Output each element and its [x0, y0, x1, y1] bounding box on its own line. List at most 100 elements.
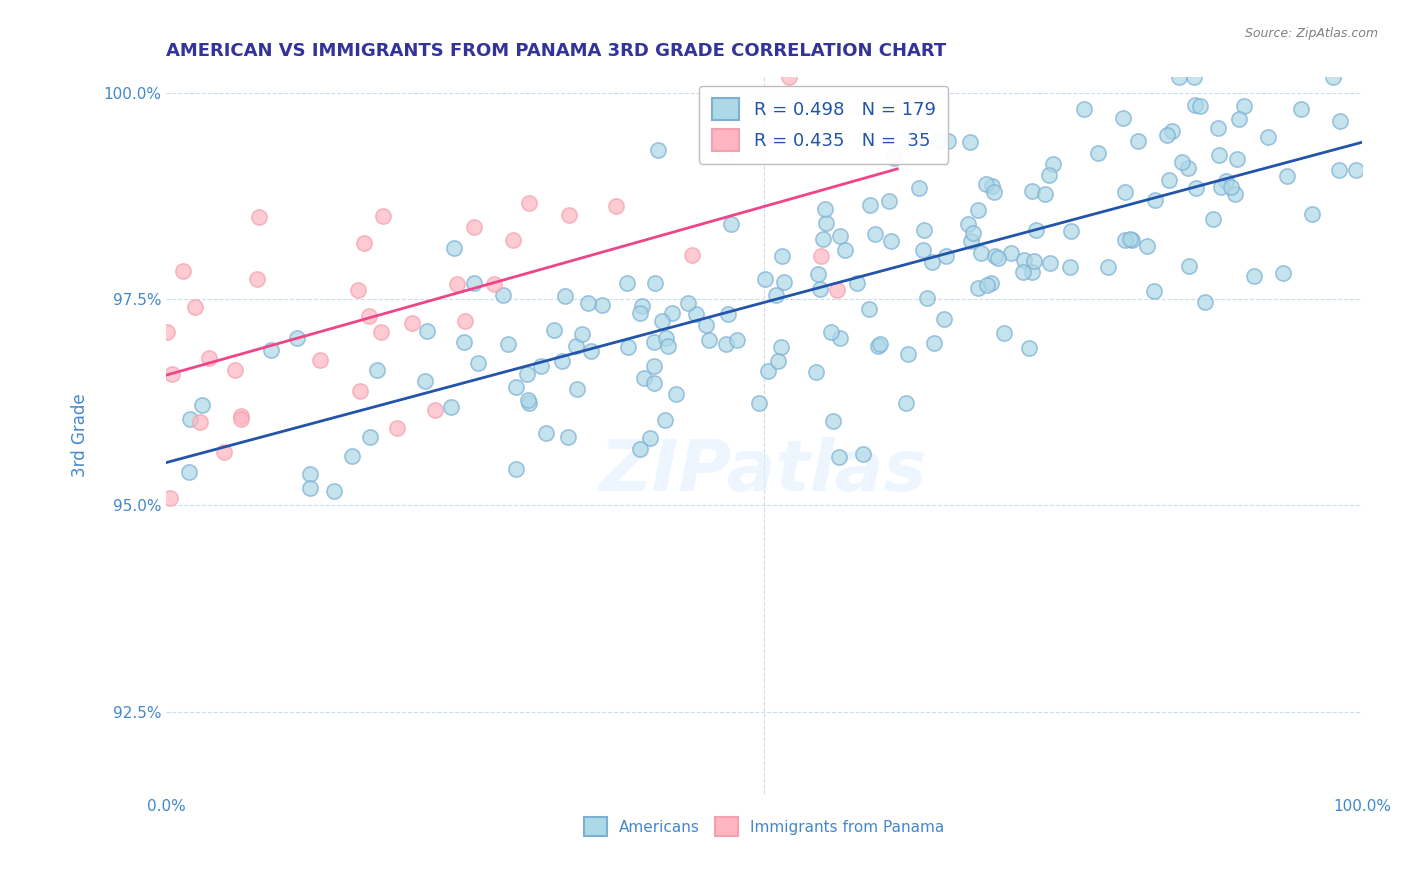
Point [756, 364, 779, 378]
Point [633, 371, 655, 385]
Point [921, 255, 943, 269]
Point [807, 267, 830, 281]
Point [1021, 184, 1043, 198]
Point [1206, 120, 1229, 135]
Point [922, 335, 945, 350]
Point [928, 132, 950, 146]
Point [530, 359, 553, 373]
Text: Source: ZipAtlas.com: Source: ZipAtlas.com [1244, 27, 1378, 40]
Point [631, 299, 654, 313]
Point [936, 135, 959, 149]
Point [416, 325, 439, 339]
Point [536, 426, 558, 441]
Point [828, 450, 851, 464]
Point [699, 334, 721, 348]
Point [859, 198, 882, 212]
Point [224, 362, 246, 376]
Point [1014, 253, 1036, 268]
Point [912, 243, 935, 257]
Point [804, 365, 827, 379]
Text: AMERICAN VS IMMIGRANTS FROM PANAMA 3RD GRADE CORRELATION CHART: AMERICAN VS IMMIGRANTS FROM PANAMA 3RD G… [166, 42, 946, 60]
Point [935, 249, 957, 263]
Point [1156, 128, 1178, 142]
Point [980, 276, 1002, 290]
Point [1329, 114, 1351, 128]
Point [908, 181, 931, 195]
Point [1194, 294, 1216, 309]
Point [349, 384, 371, 398]
Point [866, 339, 889, 353]
Point [665, 387, 688, 401]
Point [993, 326, 1015, 341]
Point [443, 241, 465, 255]
Point [897, 347, 920, 361]
Point [1021, 265, 1043, 279]
Point [815, 216, 838, 230]
Point [717, 307, 740, 321]
Point [1219, 180, 1241, 194]
Point [912, 223, 935, 237]
Point [260, 343, 283, 358]
Point [492, 288, 515, 302]
Point [858, 302, 880, 317]
Point [505, 462, 527, 476]
Point [231, 411, 253, 425]
Point [638, 431, 661, 445]
Point [1022, 254, 1045, 268]
Point [962, 227, 984, 241]
Point [1035, 186, 1057, 201]
Point [1073, 102, 1095, 116]
Point [1144, 193, 1167, 207]
Point [505, 379, 527, 393]
Point [1114, 185, 1136, 199]
Point [628, 442, 651, 457]
Point [651, 314, 673, 328]
Point [846, 276, 869, 290]
Point [616, 276, 638, 290]
Point [808, 282, 831, 296]
Point [1227, 112, 1250, 127]
Point [591, 298, 613, 312]
Point [725, 333, 748, 347]
Point [401, 316, 423, 330]
Point [1275, 169, 1298, 183]
Point [1272, 266, 1295, 280]
Point [1042, 156, 1064, 170]
Point [811, 232, 834, 246]
Point [869, 337, 891, 351]
Point [1209, 179, 1232, 194]
Point [554, 289, 576, 303]
Point [366, 363, 388, 377]
Point [413, 375, 436, 389]
Point [852, 447, 875, 461]
Point [454, 314, 477, 328]
Point [1171, 154, 1194, 169]
Point [1182, 70, 1205, 84]
Point [519, 196, 541, 211]
Point [1322, 70, 1344, 84]
Point [446, 277, 468, 291]
Point [1038, 169, 1060, 183]
Point [179, 412, 201, 426]
Point [191, 398, 214, 412]
Point [517, 396, 540, 410]
Point [371, 209, 394, 223]
Point [1327, 163, 1350, 178]
Point [765, 288, 787, 302]
Point [184, 300, 207, 314]
Point [720, 217, 742, 231]
Point [1257, 129, 1279, 144]
Point [960, 234, 983, 248]
Point [298, 481, 321, 495]
Point [810, 249, 832, 263]
Point [1232, 98, 1254, 112]
Point [188, 415, 211, 429]
Point [834, 244, 856, 258]
Point [1025, 223, 1047, 237]
Point [644, 277, 666, 291]
Point [605, 199, 627, 213]
Point [287, 331, 309, 345]
Point [772, 275, 794, 289]
Point [655, 331, 678, 345]
Point [1018, 341, 1040, 355]
